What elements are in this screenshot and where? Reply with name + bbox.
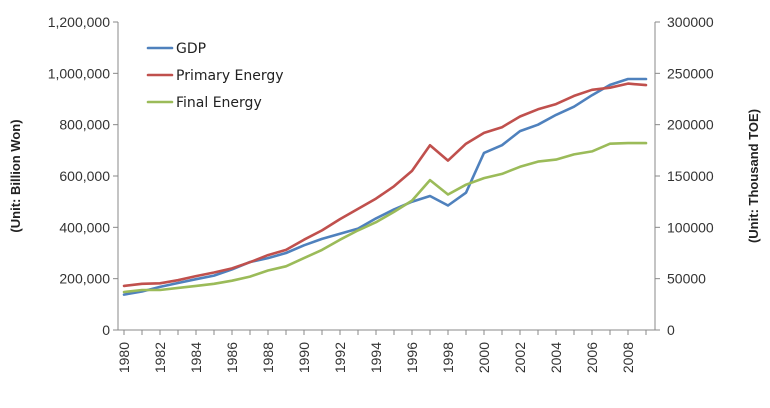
right-axis-ticks: 0 50000 100000 150000 200000 250000 300000 [655,14,714,338]
legend-label-final-energy: Final Energy [176,95,262,111]
x-tick-label: 1990 [296,342,312,373]
series-line-gdp [122,77,648,296]
left-tick-label: 400,000 [59,219,110,235]
left-tick-label: 600,000 [59,168,110,184]
left-tick-label: 0 [102,322,110,338]
right-tick-label: 100000 [667,219,714,235]
x-tick-label: 2002 [512,342,528,373]
left-axis-ticks: 0 200,000 400,000 600,000 800,000 1,000,000 1,… [48,14,118,338]
left-axis-title: (Unit: Billion Won) [8,119,23,232]
legend-label-primary-energy: Primary Energy [176,68,284,84]
x-tick-label: 2006 [584,342,600,373]
left-tick-label: 200,000 [59,271,110,287]
x-tick-label: 2004 [548,342,564,373]
x-tick-label: 1998 [440,342,456,373]
x-tick-label: 1992 [332,342,348,373]
x-axis-ticks: 1980 1982 1984 1986 1988 1990 1992 1994 1996 1998… [116,330,647,373]
x-tick-label: 1984 [188,342,204,373]
x-tick-label: 1986 [224,342,240,373]
right-tick-label: 300000 [667,14,714,30]
right-tick-label: 50000 [667,271,706,287]
x-tick-label: 1996 [404,342,420,373]
x-tick-label: 1980 [116,342,132,373]
x-tick-label: 1994 [368,342,384,373]
series-lines [122,77,648,296]
x-tick-label: 1988 [260,342,276,373]
right-tick-label: 0 [667,322,675,338]
right-tick-label: 150000 [667,168,714,184]
x-tick-label: 2008 [620,342,636,373]
legend-label-gdp: GDP [176,41,206,57]
right-tick-label: 200000 [667,117,714,133]
series-line-primary-energy [122,82,648,288]
left-tick-label: 800,000 [59,117,110,133]
right-tick-label: 250000 [667,65,714,81]
left-tick-label: 1,200,000 [48,14,110,30]
x-tick-label: 1982 [152,342,168,373]
series-line-final-energy [122,141,648,294]
x-tick-label: 2000 [476,342,492,373]
right-axis-title: (Unit: Thousand TOE) [746,109,761,243]
legend: GDP Primary Energy Final Energy [146,41,284,111]
left-tick-label: 1,000,000 [48,65,110,81]
